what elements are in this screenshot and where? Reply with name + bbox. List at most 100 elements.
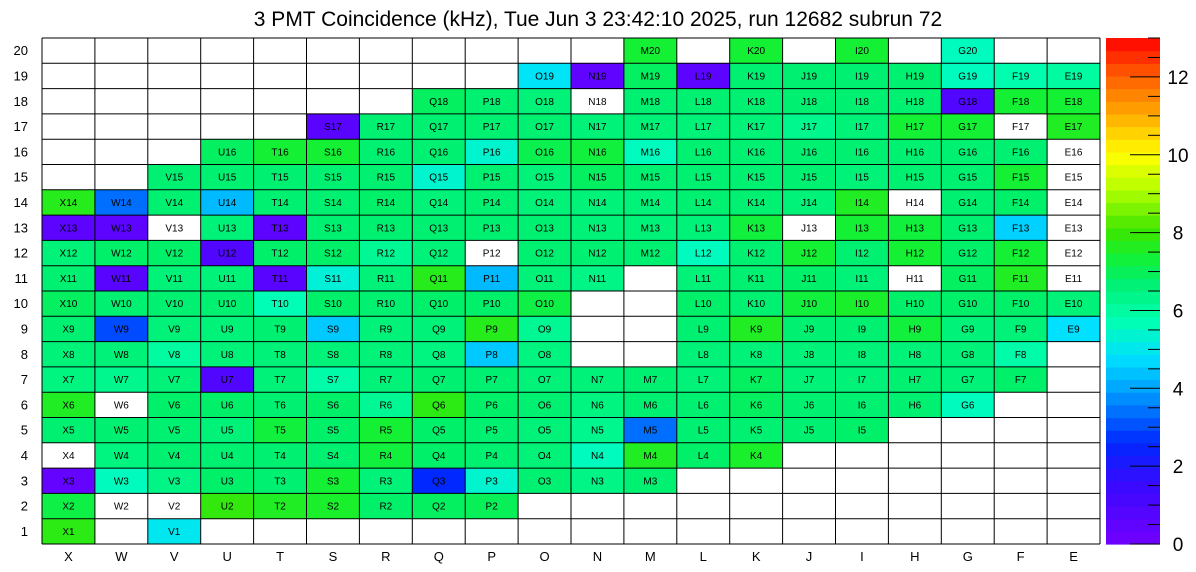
cell-label-K16: K16: [747, 147, 765, 158]
colorbar-segment: [1106, 341, 1160, 355]
y-tick-label-19: 19: [14, 68, 28, 83]
heatmap-cell-R5: [359, 417, 413, 443]
cell-label-O7: O7: [538, 375, 552, 386]
heatmap-cell-H15: [888, 164, 942, 190]
cell-label-O11: O11: [535, 274, 554, 285]
cell-label-T4: T4: [274, 451, 286, 462]
cell-label-E10: E10: [1065, 299, 1083, 310]
cell-label-H17: H17: [906, 122, 925, 133]
cell-label-E18: E18: [1065, 97, 1083, 108]
heatmap-cell-H10: [888, 291, 942, 317]
heatmap-cell-I20: [835, 38, 889, 64]
heatmap-cell-R11: [359, 265, 413, 291]
cell-label-Q17: Q17: [429, 122, 448, 133]
cell-label-Q16: Q16: [429, 147, 448, 158]
colorbar-segment: [1106, 189, 1160, 204]
cell-label-K20: K20: [747, 46, 765, 57]
x-tick-label-T: T: [276, 549, 284, 564]
heatmap-cell-M17: [623, 113, 677, 140]
cell-label-I18: I18: [855, 97, 869, 108]
cell-label-X6: X6: [62, 400, 75, 411]
cell-label-L6: L6: [698, 400, 710, 411]
cell-label-P12: P12: [483, 249, 501, 260]
cells-layer: [42, 38, 1100, 544]
heatmap-cell-R7: [359, 366, 413, 393]
colorbar-segment: [1106, 215, 1160, 229]
cell-label-G6: G6: [961, 400, 975, 411]
heatmap-cell-G6: [941, 392, 995, 418]
heatmap-cell-L11: [676, 265, 730, 291]
cell-label-T13: T13: [271, 223, 289, 234]
heatmap-cell-H12: [888, 240, 942, 266]
heatmap-cell-V11: [147, 265, 201, 291]
heatmap-cell-Q10: [412, 291, 466, 317]
cell-label-M20: M20: [641, 46, 661, 57]
cell-label-O18: O18: [535, 97, 554, 108]
heatmap-cell-V5: [147, 417, 201, 443]
heatmap-cell-N16: [571, 139, 624, 165]
heatmap-cell-W7: [94, 366, 148, 393]
x-tick-label-R: R: [381, 549, 390, 564]
y-tick-label-15: 15: [14, 170, 28, 185]
cell-label-R9: R9: [379, 324, 392, 335]
colorbar-segment: [1106, 177, 1160, 191]
heatmap-cell-G18: [941, 88, 995, 114]
cell-label-K4: K4: [750, 451, 763, 462]
heatmap-cell-K18: [729, 88, 783, 114]
cell-label-G9: G9: [961, 324, 975, 335]
heatmap-cell-T15: [253, 164, 307, 190]
heatmap-cell-M14: [623, 189, 677, 216]
cell-label-N5: N5: [591, 426, 604, 437]
heatmap-cell-I14: [835, 189, 889, 216]
cell-label-W9: W9: [114, 324, 129, 335]
cell-label-W6: W6: [114, 400, 129, 411]
cell-label-V11: V11: [166, 274, 183, 285]
cell-label-V14: V14: [165, 198, 183, 209]
heatmap-cell-O17: [518, 113, 571, 140]
heatmap-cell-Q6: [412, 392, 466, 418]
cell-label-I14: I14: [855, 198, 869, 209]
cell-label-X13: X13: [60, 223, 78, 234]
heatmap-cell-F8: [994, 341, 1048, 367]
cell-label-N17: N17: [588, 122, 607, 133]
x-tick-label-S: S: [329, 549, 338, 564]
cell-label-W14: W14: [111, 198, 132, 209]
cell-label-N18: N18: [588, 97, 607, 108]
cell-label-T16: T16: [271, 147, 289, 158]
heatmap-cell-I5: [835, 417, 889, 443]
cell-label-P10: P10: [483, 299, 501, 310]
cell-label-K15: K15: [747, 173, 765, 184]
heatmap-cell-E19: [1047, 63, 1100, 89]
heatmap-cell-R17: [359, 113, 413, 140]
cell-label-W4: W4: [114, 451, 129, 462]
cell-label-S3: S3: [327, 476, 340, 487]
cell-label-U4: U4: [221, 451, 234, 462]
cell-label-P16: P16: [483, 147, 501, 158]
heatmap-cell-Q13: [412, 215, 466, 241]
heatmap-cell-T5: [253, 417, 307, 443]
colorbar-segment: [1106, 455, 1160, 469]
heatmap-cell-I10: [835, 291, 889, 317]
cell-label-R12: R12: [377, 249, 396, 260]
heatmap-cell-V9: [147, 316, 201, 342]
heatmap-cell-U6: [200, 392, 254, 418]
heatmap-cell-O8: [518, 341, 571, 367]
heatmap-cell-X3: [42, 468, 95, 494]
heatmap-cell-O15: [518, 164, 571, 190]
cell-label-M12: M12: [641, 249, 661, 260]
cell-label-H10: H10: [906, 299, 925, 310]
colorbar-segment: [1106, 328, 1160, 343]
heatmap-cell-J12: [782, 240, 836, 266]
cell-label-L16: L16: [695, 147, 712, 158]
cell-label-P13: P13: [483, 223, 501, 234]
colorbar-segment: [1106, 417, 1160, 431]
cell-label-X5: X5: [62, 426, 75, 437]
cell-label-R3: R3: [379, 476, 392, 487]
x-tick-label-O: O: [539, 549, 549, 564]
cell-label-R14: R14: [377, 198, 396, 209]
cell-label-T11: T11: [272, 274, 289, 285]
cell-label-H19: H19: [906, 71, 925, 82]
cell-label-P6: P6: [486, 400, 499, 411]
